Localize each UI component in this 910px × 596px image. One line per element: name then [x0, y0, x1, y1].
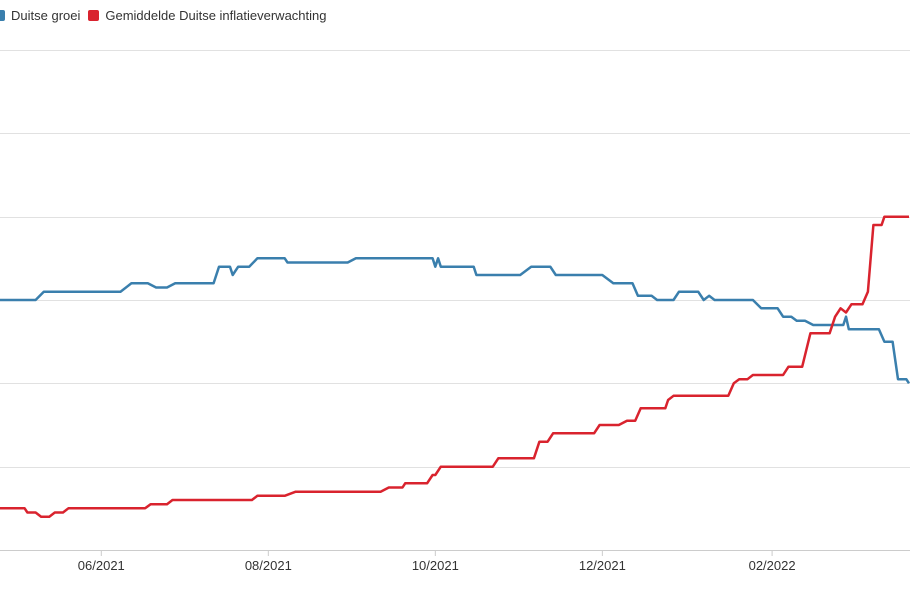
x-tick-label: 08/2021: [245, 558, 292, 573]
series-line-1[interactable]: [0, 215, 909, 518]
legend-item-series-0[interactable]: Duitse groei: [0, 8, 80, 23]
x-tick-label: 10/2021: [412, 558, 459, 573]
series-line-0[interactable]: [0, 257, 910, 384]
legend-swatch-series-1: [88, 10, 100, 21]
legend: Duitse groei Gemiddelde Duitse inflatiev…: [0, 8, 327, 23]
x-axis-ticks: 06/2021 08/2021 10/2021 12/2021 02/2022: [78, 550, 796, 573]
x-tick-label: 06/2021: [78, 558, 125, 573]
x-tick-label: 02/2022: [749, 558, 796, 573]
legend-label-series-0: Duitse groei: [11, 8, 81, 23]
legend-item-series-1[interactable]: Gemiddelde Duitse inflatieverwachting: [88, 8, 327, 23]
legend-swatch-series-0: [0, 10, 5, 21]
series-lines: [0, 215, 910, 518]
gridlines: [0, 50, 910, 551]
legend-label-series-1: Gemiddelde Duitse inflatieverwachting: [105, 8, 327, 23]
x-tick-label: 12/2021: [579, 558, 626, 573]
